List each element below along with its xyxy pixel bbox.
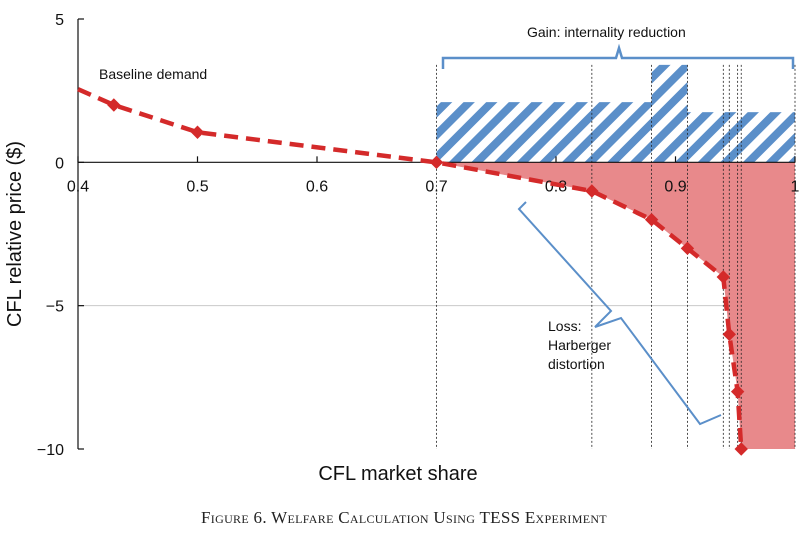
demand-point-2 xyxy=(429,155,444,170)
demand-point-7 xyxy=(722,327,736,342)
y-tick-label-3: −10 xyxy=(37,442,64,459)
loss-label-line1: Loss: xyxy=(548,318,581,334)
x-tick-label-6: 1 xyxy=(791,178,800,195)
loss-label-line3: distortion xyxy=(548,356,605,372)
demand-point-8 xyxy=(730,384,745,399)
gain-bars xyxy=(436,64,795,163)
demand-point-4 xyxy=(644,212,659,227)
y-axis-title: CFL relative price ($) xyxy=(4,141,26,327)
gain-label: Gain: internality reduction xyxy=(527,24,686,40)
x-tick-label-5: 0.9 xyxy=(664,178,686,195)
demand-point-6 xyxy=(716,270,731,284)
baseline-demand-line xyxy=(77,87,744,450)
demand-point-9 xyxy=(734,442,748,456)
gain-bar-0 xyxy=(436,102,652,163)
demand-point-3 xyxy=(585,184,599,198)
loss-brace xyxy=(517,201,722,426)
loss-area xyxy=(436,162,795,450)
y-tick-label-1: 0 xyxy=(55,155,64,172)
y-tick-label-0: 5 xyxy=(55,12,64,29)
x-tick-label-2: 0.6 xyxy=(306,178,328,195)
harberger-loss-area xyxy=(436,162,795,450)
annotation-braces xyxy=(441,43,795,426)
x-axis-title: CFL market share xyxy=(318,463,477,485)
figure-caption: Figure 6. Welfare Calculation Using TESS… xyxy=(201,508,607,527)
welfare-chart: 0.4 0.5 0.6 0.7 0.8 0.9 1 5 0 −5 −10 Baseline dema… xyxy=(4,12,800,485)
demand-point-0 xyxy=(107,98,121,112)
x-tick-label-3: 0.7 xyxy=(425,178,447,195)
axes: 0.4 0.5 0.6 0.7 0.8 0.9 1 5 0 −5 −10 xyxy=(37,12,800,459)
loss-label-line2: Harberger xyxy=(548,337,611,353)
baseline-demand-label: Baseline demand xyxy=(99,66,207,82)
demand-point-1 xyxy=(190,125,205,139)
x-tick-label-0: 0.4 xyxy=(67,178,89,195)
y-tick-label-2: −5 xyxy=(46,299,64,316)
gain-brace xyxy=(441,43,795,69)
segment-dividers xyxy=(436,64,796,449)
x-tick-label-4: 0.8 xyxy=(545,178,567,195)
gain-bar-1 xyxy=(651,64,688,163)
demand-series xyxy=(77,87,748,456)
x-tick-label-1: 0.5 xyxy=(186,178,208,195)
demand-point-5 xyxy=(680,241,695,256)
annotation-labels: Baseline demand Gain: internality reduct… xyxy=(4,24,686,485)
